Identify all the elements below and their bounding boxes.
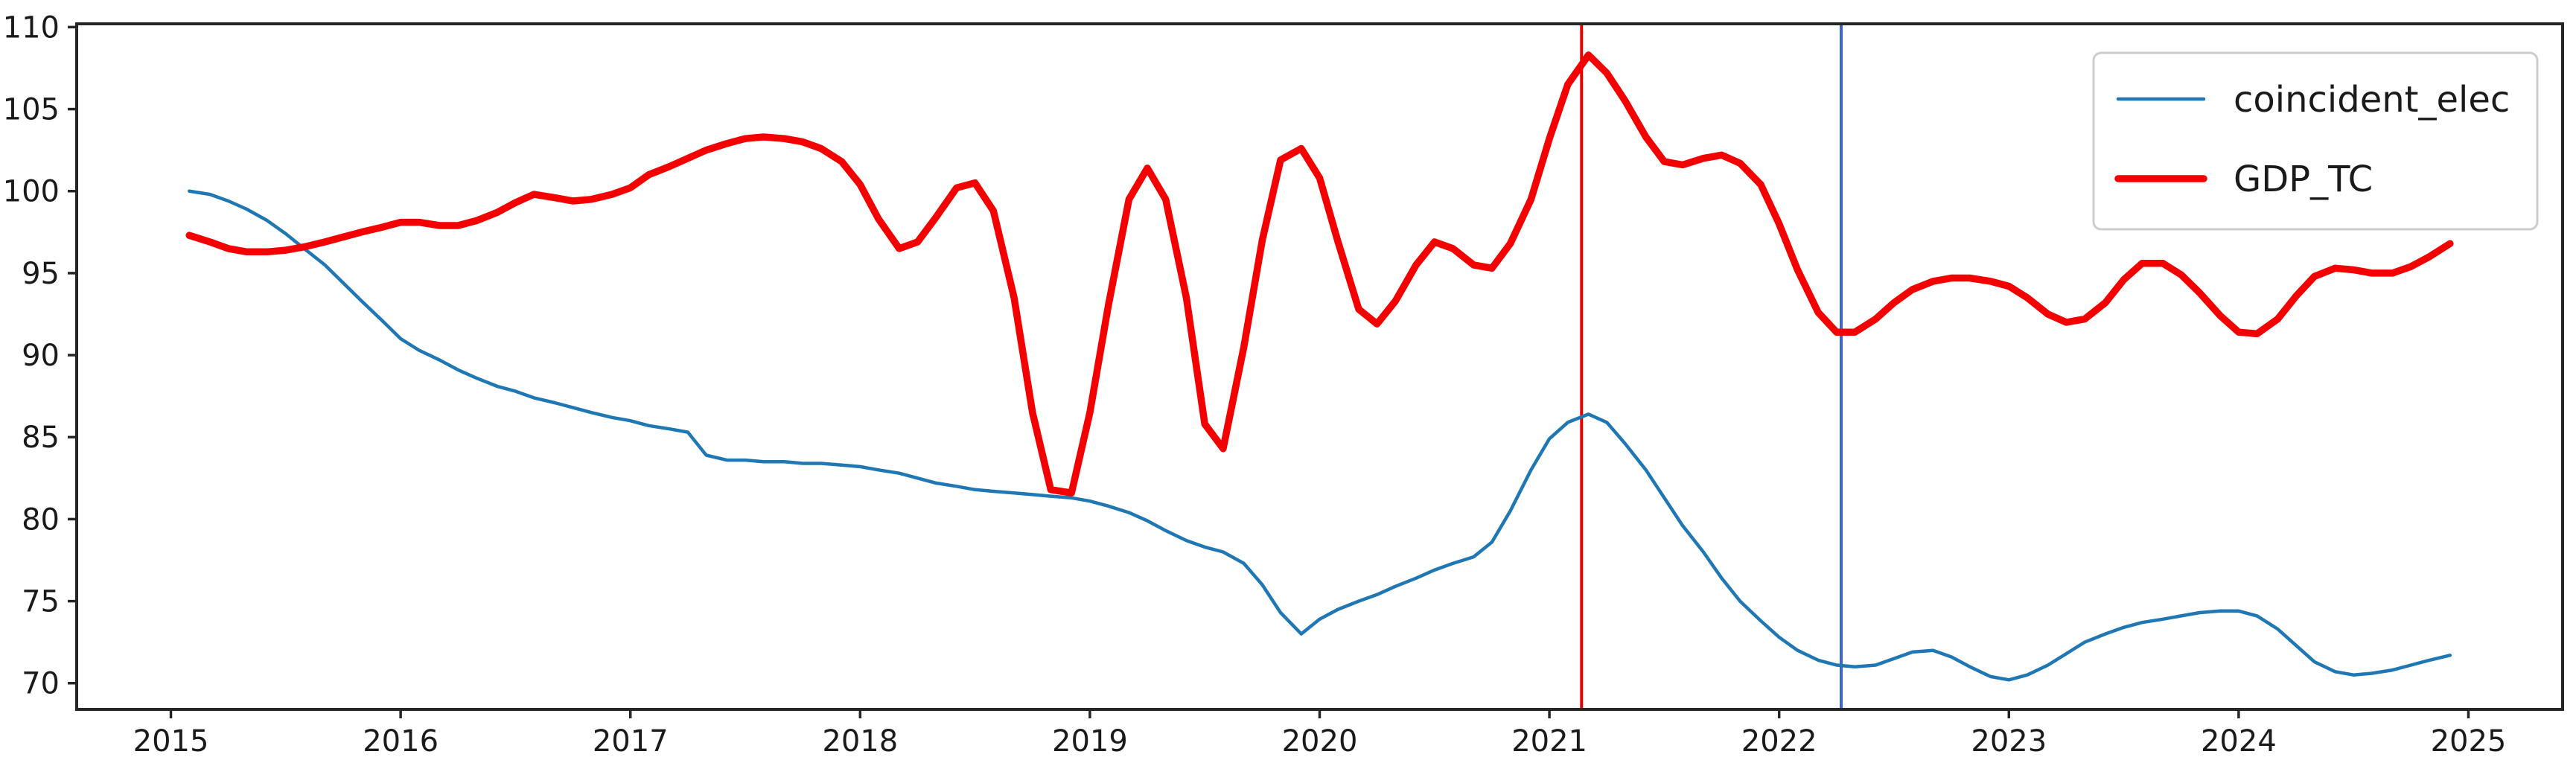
legend-label-coincident_elec: coincident_elec xyxy=(2234,79,2510,121)
x-tick-label: 2020 xyxy=(1282,724,1358,759)
x-tick-label: 2022 xyxy=(1741,724,1817,759)
x-tick-label: 2016 xyxy=(363,724,439,759)
y-tick-label: 100 xyxy=(3,175,60,209)
y-tick-label: 105 xyxy=(3,93,60,127)
y-tick-label: 80 xyxy=(22,502,60,537)
x-tick-label: 2019 xyxy=(1052,724,1128,759)
y-tick-label: 85 xyxy=(22,421,60,455)
x-tick-label: 2015 xyxy=(133,724,209,759)
x-tick-label: 2017 xyxy=(593,724,669,759)
y-tick-label: 70 xyxy=(22,667,60,701)
x-tick-label: 2024 xyxy=(2201,724,2277,759)
x-tick-label: 2021 xyxy=(1511,724,1587,759)
series-line-coincident_elec xyxy=(187,189,2452,682)
x-tick-label: 2025 xyxy=(2431,724,2507,759)
y-tick-label: 95 xyxy=(22,257,60,291)
series-line-GDP_TC xyxy=(185,51,2454,497)
y-tick-label: 90 xyxy=(22,339,60,373)
x-tick-label: 2023 xyxy=(1971,724,2047,759)
y-tick-label: 110 xyxy=(3,10,60,45)
legend-label-GDP_TC: GDP_TC xyxy=(2234,159,2373,200)
x-tick-label: 2018 xyxy=(822,724,898,759)
y-tick-label: 75 xyxy=(22,585,60,619)
legend-box xyxy=(2092,51,2539,231)
